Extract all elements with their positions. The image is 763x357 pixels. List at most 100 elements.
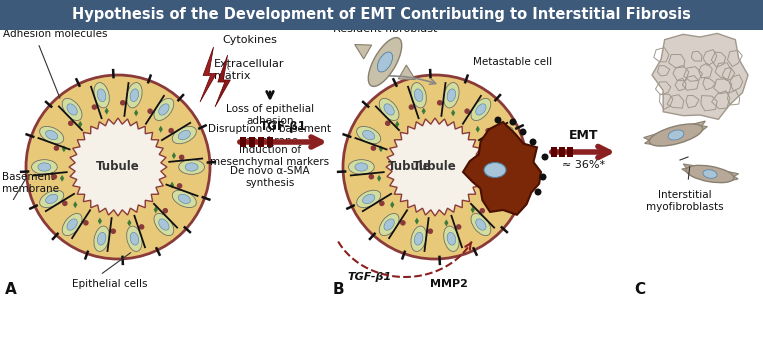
Circle shape xyxy=(120,100,125,106)
Ellipse shape xyxy=(172,190,196,208)
Circle shape xyxy=(539,174,546,181)
Text: Epithelial cells: Epithelial cells xyxy=(72,279,147,289)
Polygon shape xyxy=(475,126,480,133)
Text: Basement
membrane: Basement membrane xyxy=(2,172,59,194)
Ellipse shape xyxy=(67,219,77,230)
Polygon shape xyxy=(127,220,131,226)
Polygon shape xyxy=(69,118,167,216)
Text: ≈ 36%*: ≈ 36%* xyxy=(562,160,605,170)
Circle shape xyxy=(479,208,485,213)
Text: B: B xyxy=(333,282,345,297)
Polygon shape xyxy=(398,65,415,80)
Ellipse shape xyxy=(355,163,368,171)
Text: Tubule: Tubule xyxy=(388,161,432,174)
Ellipse shape xyxy=(98,232,106,245)
Polygon shape xyxy=(60,175,64,182)
Polygon shape xyxy=(105,107,109,115)
Text: Loss of epithelial
adhesion: Loss of epithelial adhesion xyxy=(226,104,314,126)
Polygon shape xyxy=(463,122,541,215)
Ellipse shape xyxy=(40,126,64,144)
Ellipse shape xyxy=(668,130,684,140)
Circle shape xyxy=(427,228,433,234)
Circle shape xyxy=(385,120,391,126)
Ellipse shape xyxy=(447,89,456,102)
Circle shape xyxy=(169,128,174,134)
Ellipse shape xyxy=(471,99,491,121)
Ellipse shape xyxy=(362,130,375,140)
Ellipse shape xyxy=(369,37,402,86)
Ellipse shape xyxy=(38,163,51,171)
Circle shape xyxy=(465,109,470,114)
Ellipse shape xyxy=(356,190,381,208)
Ellipse shape xyxy=(379,213,399,236)
Circle shape xyxy=(535,188,542,196)
Ellipse shape xyxy=(179,160,204,174)
Text: Tubule: Tubule xyxy=(96,161,140,174)
Ellipse shape xyxy=(411,82,427,108)
Polygon shape xyxy=(170,182,174,188)
Ellipse shape xyxy=(154,99,174,121)
Ellipse shape xyxy=(443,82,459,108)
Ellipse shape xyxy=(411,226,427,251)
Circle shape xyxy=(494,183,499,189)
Ellipse shape xyxy=(496,160,521,174)
Circle shape xyxy=(393,125,477,209)
Ellipse shape xyxy=(40,190,64,208)
Circle shape xyxy=(496,155,501,160)
Polygon shape xyxy=(724,171,738,182)
Text: Tubulointerstitial
fibrosis: Tubulointerstitial fibrosis xyxy=(656,9,744,30)
Ellipse shape xyxy=(484,162,506,177)
Circle shape xyxy=(163,208,168,213)
Polygon shape xyxy=(78,121,82,128)
Circle shape xyxy=(62,201,68,206)
Ellipse shape xyxy=(31,160,57,174)
Ellipse shape xyxy=(471,213,491,236)
Polygon shape xyxy=(215,55,230,107)
Circle shape xyxy=(369,174,374,180)
Bar xyxy=(567,147,573,157)
Ellipse shape xyxy=(447,232,456,245)
Bar xyxy=(249,137,255,147)
Ellipse shape xyxy=(98,89,106,102)
Circle shape xyxy=(179,155,185,160)
Text: C: C xyxy=(634,282,645,297)
Ellipse shape xyxy=(159,104,169,115)
Text: Adhesion molecules: Adhesion molecules xyxy=(3,29,108,39)
Ellipse shape xyxy=(94,226,109,251)
Text: Cytokines: Cytokines xyxy=(222,35,277,45)
Polygon shape xyxy=(471,206,475,213)
Ellipse shape xyxy=(502,163,515,171)
Ellipse shape xyxy=(356,126,381,144)
Polygon shape xyxy=(159,126,163,133)
Circle shape xyxy=(139,224,144,230)
Polygon shape xyxy=(415,217,419,225)
Polygon shape xyxy=(652,34,748,119)
Bar xyxy=(0,0,763,30)
Ellipse shape xyxy=(686,165,734,183)
Text: Metastable cell: Metastable cell xyxy=(473,57,552,67)
Ellipse shape xyxy=(67,104,77,115)
Ellipse shape xyxy=(362,194,375,203)
Circle shape xyxy=(530,139,536,146)
Bar xyxy=(551,147,557,157)
Circle shape xyxy=(400,220,406,226)
Ellipse shape xyxy=(130,232,139,245)
Ellipse shape xyxy=(127,82,142,108)
Polygon shape xyxy=(645,134,661,146)
Polygon shape xyxy=(172,152,176,159)
Circle shape xyxy=(379,201,385,206)
Circle shape xyxy=(408,104,414,110)
Text: Resident fibroblast: Resident fibroblast xyxy=(333,24,437,34)
Ellipse shape xyxy=(649,124,703,146)
Polygon shape xyxy=(422,107,426,115)
Polygon shape xyxy=(378,145,383,152)
Ellipse shape xyxy=(414,232,423,245)
Circle shape xyxy=(111,228,116,234)
Bar xyxy=(258,137,264,147)
Circle shape xyxy=(76,125,160,209)
Ellipse shape xyxy=(127,226,142,251)
Circle shape xyxy=(53,145,60,151)
Ellipse shape xyxy=(378,52,393,72)
Text: TGF-β1: TGF-β1 xyxy=(259,120,307,133)
Polygon shape xyxy=(395,121,399,128)
